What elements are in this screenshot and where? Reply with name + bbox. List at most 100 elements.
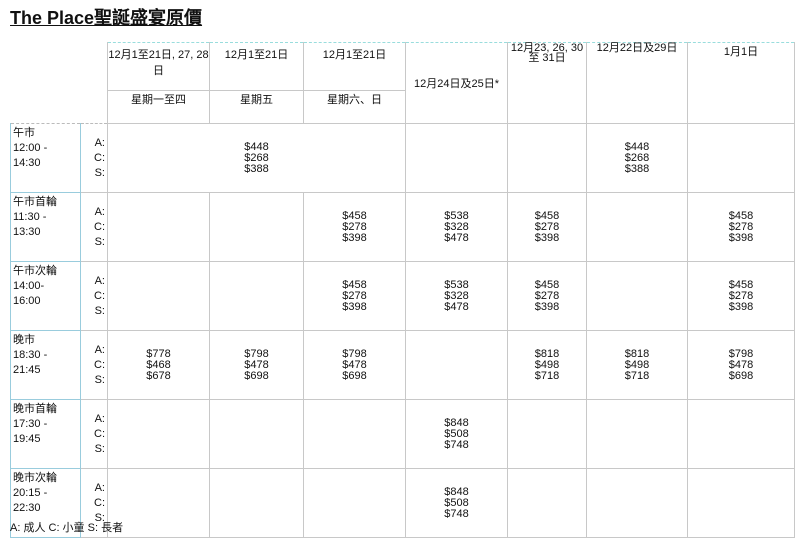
price-label: A: <box>94 412 105 425</box>
meal-name: 午市 <box>13 127 35 139</box>
table-row: 晚市次輪 20:15 - 22:30 A: C: S: $848 $508 $748 <box>10 468 795 538</box>
price-value: $478 <box>244 358 269 371</box>
table-row: 午市次輪 14:00-16:00 A: C: S: $458 $278 $398 $538 $32… <box>10 261 795 331</box>
price-cell <box>507 468 587 538</box>
meal-name: 晚市次輪 <box>13 472 57 484</box>
price-cell <box>405 123 508 193</box>
header-date: 12月1至21日 <box>209 42 304 91</box>
price-cell <box>405 330 508 400</box>
price-value: $458 <box>534 278 560 291</box>
price-cell <box>107 261 210 331</box>
price-value: $478 <box>444 231 469 244</box>
price-cell <box>586 192 688 262</box>
meal-name: 晚市 <box>13 334 35 346</box>
price-cell <box>507 123 587 193</box>
price-value: $458 <box>728 278 754 291</box>
price-cell <box>687 468 795 538</box>
price-cell: $448 $268 $388 <box>586 123 688 193</box>
price-value: $458 <box>534 209 560 222</box>
price-value: $798 <box>244 347 269 360</box>
meal-cell: 晚市次輪 20:15 - 22:30 <box>10 468 81 538</box>
meal-name: 午市次輪 <box>13 265 57 277</box>
price-value: $478 <box>342 358 367 371</box>
price-cell <box>687 399 795 469</box>
meal-name: 晚市首輪 <box>13 403 57 415</box>
price-cell <box>107 399 210 469</box>
price-value: $278 <box>728 289 754 302</box>
price-cell <box>209 261 304 331</box>
price-cell: $538 $328 $478 <box>405 192 508 262</box>
meal-time: 12:00 - 14:30 <box>13 142 48 169</box>
price-value: $398 <box>728 300 754 313</box>
price-value: $458 <box>728 209 754 222</box>
price-cell: $448 $268 $388 <box>107 123 406 193</box>
price-label: C: <box>94 358 105 371</box>
header-day: 星期一至四 <box>107 90 210 124</box>
price-cell <box>209 399 304 469</box>
price-value: $508 <box>444 496 469 509</box>
price-value: $698 <box>342 369 367 382</box>
price-cell: $458 $278 $398 <box>303 192 406 262</box>
price-table: 12月1至21日, 27, 28日 12月1至21日 12月1至21日 12月2… <box>10 42 795 538</box>
price-value: $388 <box>244 162 269 175</box>
price-cell <box>303 468 406 538</box>
price-cell <box>687 123 795 193</box>
price-value: $448 <box>244 140 269 153</box>
price-cell <box>107 192 210 262</box>
price-value: $798 <box>342 347 367 360</box>
meal-time: 18:30 - 21:45 <box>13 349 48 376</box>
price-value: $398 <box>534 231 560 244</box>
price-labels: A: C: S: <box>80 192 108 262</box>
price-value: $798 <box>728 347 754 360</box>
meal-cell: 午市次輪 14:00-16:00 <box>10 261 81 331</box>
header-date: 12月23, 26, 30至 31日 <box>507 42 587 124</box>
price-cell: $818 $498 $718 <box>586 330 688 400</box>
legend-note: A: 成人 C: 小童 S: 長者 <box>10 522 124 534</box>
page-title: The Place聖誕盛宴原價 <box>10 8 203 28</box>
price-value: $468 <box>146 358 171 371</box>
price-value: $398 <box>342 231 367 244</box>
price-label: A: <box>94 136 105 149</box>
price-labels: A: C: S: <box>80 261 108 331</box>
meal-cell: 晚市 18:30 - 21:45 <box>10 330 81 400</box>
price-label: A: <box>94 343 105 356</box>
price-label: C: <box>94 496 105 509</box>
price-value: $748 <box>444 438 469 451</box>
price-value: $268 <box>624 151 650 164</box>
price-cell: $848 $508 $748 <box>405 468 508 538</box>
price-cell: $848 $508 $748 <box>405 399 508 469</box>
price-value: $498 <box>534 358 560 371</box>
price-value: $278 <box>342 220 367 233</box>
price-cell: $778 $468 $678 <box>107 330 210 400</box>
price-value: $538 <box>444 209 469 222</box>
price-label: S: <box>94 304 105 317</box>
price-cell <box>209 192 304 262</box>
price-value: $848 <box>444 485 469 498</box>
price-cell <box>107 468 210 538</box>
price-cell: $458 $278 $398 <box>507 192 587 262</box>
header-date: 12月1至21日, 27, 28日 <box>107 42 210 91</box>
price-value: $398 <box>342 300 367 313</box>
meal-name: 午市首輪 <box>13 196 57 208</box>
price-cell: $798 $478 $698 <box>687 330 795 400</box>
header-date: 12月24日及25日* <box>405 42 508 124</box>
price-value: $448 <box>624 140 650 153</box>
header-day: 星期六、日 <box>303 90 406 124</box>
price-value: $278 <box>534 289 560 302</box>
price-labels: A: C: S: <box>80 330 108 400</box>
header-date: 12月1至21日 <box>303 42 406 91</box>
price-value: $508 <box>444 427 469 440</box>
price-cell <box>209 468 304 538</box>
price-labels: A: C: S: <box>80 123 108 193</box>
table-row: 晚市 18:30 - 21:45 A: C: S: $778 $468 $678 $798 $47… <box>10 330 795 400</box>
price-cell <box>586 261 688 331</box>
header-day: 星期五 <box>209 90 304 124</box>
price-value: $478 <box>728 358 754 371</box>
price-cell <box>303 399 406 469</box>
price-value: $278 <box>728 220 754 233</box>
price-cell <box>586 468 688 538</box>
price-value: $778 <box>146 347 171 360</box>
price-label: S: <box>94 511 105 524</box>
price-value: $718 <box>624 369 650 382</box>
price-value: $398 <box>534 300 560 313</box>
